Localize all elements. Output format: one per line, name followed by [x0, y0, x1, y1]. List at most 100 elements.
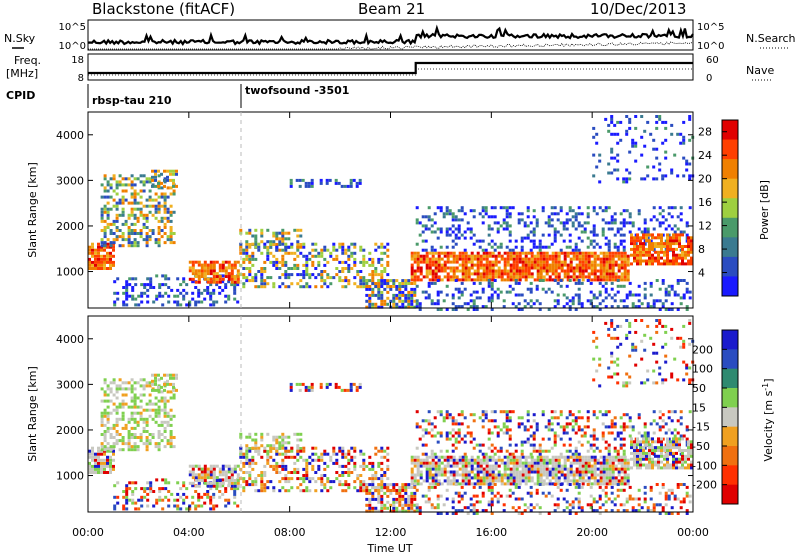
velocity-cell: [299, 433, 302, 436]
velocity-cell: [549, 468, 552, 471]
velocity-cell: [143, 409, 146, 412]
power-cell: [688, 118, 691, 121]
power-cell: [425, 228, 428, 231]
power-cell: [338, 246, 341, 249]
power-cell: [134, 283, 137, 286]
velocity-cell: [528, 465, 531, 468]
power-cell: [275, 267, 278, 270]
velocity-cell: [401, 498, 404, 501]
power-cell: [383, 303, 386, 306]
power-cell: [498, 252, 501, 255]
velocity-cell: [112, 468, 115, 471]
power-cell: [374, 294, 377, 297]
velocity-cell: [209, 507, 212, 510]
power-cell: [491, 299, 494, 302]
power-cell: [113, 303, 116, 306]
power-cell: [91, 264, 94, 267]
power-cell: [552, 264, 555, 267]
power-cell: [497, 231, 500, 234]
velocity-cell: [189, 473, 192, 476]
velocity-cell: [194, 505, 197, 508]
velocity-cell: [483, 476, 486, 479]
velocity-cell: [170, 415, 173, 418]
velocity-cell: [462, 479, 465, 482]
power-cell: [122, 196, 125, 199]
velocity-cell: [134, 418, 137, 421]
power-cell: [329, 276, 332, 279]
power-cell: [587, 212, 590, 215]
power-cell: [368, 258, 371, 261]
power-cell: [678, 257, 681, 260]
velocity-cell: [617, 453, 620, 456]
velocity-cell: [104, 381, 107, 384]
power-cell: [546, 258, 549, 261]
velocity-cell: [320, 453, 323, 456]
power-cell: [428, 215, 431, 218]
power-cell: [593, 234, 596, 237]
velocity-cell: [299, 483, 302, 486]
velocity-cell: [545, 450, 548, 453]
velocity-cell: [543, 479, 546, 482]
power-cell: [450, 275, 453, 278]
velocity-cell: [374, 498, 377, 501]
power-cell: [678, 233, 681, 236]
velocity-cell: [570, 465, 573, 468]
power-cell: [266, 229, 269, 232]
power-cell: [149, 283, 152, 286]
velocity-cell: [365, 498, 368, 501]
power-cell: [471, 258, 474, 261]
power-cell: [668, 206, 671, 209]
power-cell: [164, 277, 167, 280]
velocity-cell: [380, 447, 383, 450]
velocity-cell: [242, 453, 245, 456]
velocity-cell: [210, 470, 213, 473]
power-cell: [657, 251, 660, 254]
velocity-cell: [314, 453, 317, 456]
power-cell: [461, 206, 464, 209]
velocity-cell: [100, 471, 103, 474]
velocity-cell: [419, 438, 422, 441]
power-cell: [664, 157, 667, 160]
power-cell: [489, 264, 492, 267]
velocity-cell: [572, 425, 575, 428]
velocity-cell: [237, 473, 240, 476]
velocity-cell: [587, 441, 590, 444]
velocity-cell: [605, 441, 608, 444]
power-cell: [398, 294, 401, 297]
power-cell: [107, 223, 110, 226]
velocity-cell: [582, 482, 585, 485]
velocity-cell: [425, 432, 428, 435]
velocity-cell: [383, 483, 386, 486]
power-cell: [386, 261, 389, 264]
power-cell: [155, 193, 158, 196]
power-cell: [239, 229, 242, 232]
power-cell: [192, 264, 195, 267]
power-cell: [596, 296, 599, 299]
velocity-cell: [131, 400, 134, 403]
velocity-cell: [440, 432, 443, 435]
power-cell: [167, 301, 170, 304]
power-cell: [608, 206, 611, 209]
velocity-cell: [91, 450, 94, 453]
velocity-cell: [621, 468, 624, 471]
velocity-cell: [110, 400, 113, 403]
velocity-cell: [525, 471, 528, 474]
velocity-cell: [329, 486, 332, 489]
power-cell: [636, 245, 639, 248]
power-cell: [411, 264, 414, 267]
power-cell: [216, 275, 219, 278]
velocity-cell: [263, 489, 266, 492]
velocity-cell: [398, 498, 401, 501]
power-cell: [664, 139, 667, 142]
power-cell: [251, 279, 254, 282]
power-cell: [392, 282, 395, 285]
power-cell: [573, 270, 576, 273]
power-cell: [631, 142, 634, 145]
velocity-cell: [97, 471, 100, 474]
power-cell: [633, 254, 636, 257]
power-cell: [551, 224, 554, 227]
power-cell: [458, 288, 461, 291]
power-cell: [591, 267, 594, 270]
power-cell: [435, 275, 438, 278]
power-cell: [91, 252, 94, 255]
